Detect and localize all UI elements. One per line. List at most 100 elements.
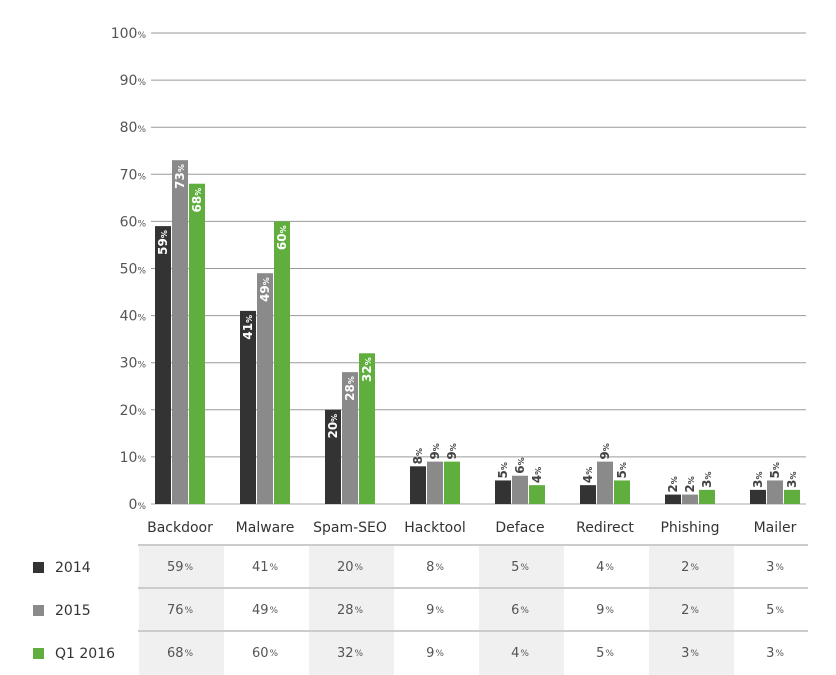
bar-value-label: 32%	[360, 357, 374, 382]
y-tick-label: 60%	[120, 214, 147, 230]
bar	[325, 409, 341, 504]
bar	[614, 480, 630, 504]
bar-value-label: 2%	[683, 476, 697, 492]
y-tick-label: 40%	[120, 309, 147, 325]
bar-labels: 59%73%68%41%49%60%20%28% 32%8% 9%9%5% 6%4%4…	[156, 164, 799, 492]
bar-value-label: 49%	[258, 277, 272, 302]
table-row: 2015 76% 49% 28% 9% 6% 9% 2% 5%	[0, 589, 836, 632]
bar	[665, 494, 681, 504]
bar	[784, 489, 800, 504]
bar	[699, 489, 715, 504]
bar	[512, 475, 528, 504]
x-tick-label: Spam-SEO	[313, 520, 387, 536]
bar-value-label: 5%	[615, 462, 629, 478]
bar	[750, 489, 766, 504]
legend-swatch	[33, 562, 44, 573]
bar	[580, 485, 596, 504]
y-tick-label: 70%	[120, 167, 147, 183]
table-cell: 5%	[596, 646, 614, 661]
table-cell: 3%	[766, 560, 784, 575]
y-axis-ticks: 0% 10% 20% 30% 40% 50% 60% 70% 80% 90% 100%	[111, 26, 147, 513]
bar-value-label: 3%	[751, 471, 765, 487]
bar-value-label: 9%	[598, 443, 612, 459]
table-cell: 8%	[426, 560, 444, 575]
table-cell: 32%	[336, 646, 364, 661]
x-tick-label: Redirect	[576, 520, 634, 536]
bar-chart: 0% 10% 20% 30% 40% 50% 60% 70% 80% 90% 100% 59% 73%…	[111, 26, 806, 536]
table-cell: 5%	[511, 560, 529, 575]
column-shade	[648, 544, 734, 675]
bar	[172, 160, 188, 505]
table-cell: 9%	[426, 646, 444, 661]
y-tick-label: 90%	[120, 73, 147, 89]
y-tick-label: 20%	[120, 403, 147, 419]
bar-value-label: 9%	[445, 443, 459, 459]
x-tick-label: Phishing	[660, 520, 719, 536]
table-cell: 60%	[251, 646, 279, 661]
table-cell: 4%	[511, 646, 529, 661]
bar-value-label: 4%	[530, 467, 544, 483]
legend-label: Q1 2016	[55, 645, 116, 662]
legend-label: 2014	[55, 559, 91, 576]
table-cell: 3%	[766, 646, 784, 661]
bar	[444, 461, 460, 504]
y-tick-label: 100%	[111, 26, 147, 42]
bar-value-label: 28%	[343, 376, 357, 401]
bar	[495, 480, 511, 504]
bar	[274, 221, 290, 504]
x-axis-labels: Backdoor Malware Spam-SEO Hacktool Deface Red…	[147, 520, 797, 536]
bar-value-label: 5%	[496, 462, 510, 478]
table-separator	[138, 587, 808, 589]
table-cell: 6%	[511, 603, 529, 618]
bar-value-label: 20%	[326, 414, 340, 439]
bar	[682, 494, 698, 504]
bar-value-label: 59%	[156, 230, 170, 255]
legend-swatch	[33, 648, 44, 659]
bar	[240, 310, 256, 504]
bar-value-label: 60%	[275, 225, 289, 250]
bar-value-label: 4%	[581, 467, 595, 483]
table-cell: 4%	[596, 560, 614, 575]
bar	[342, 372, 358, 504]
table-cell: 2%	[681, 603, 699, 618]
legend-swatch	[33, 605, 44, 616]
table-separator	[138, 630, 808, 632]
table-cell: 3%	[681, 646, 699, 661]
bar	[257, 273, 273, 504]
bar	[359, 353, 375, 504]
table-cell: 2%	[681, 560, 699, 575]
y-tick-label: 0%	[129, 497, 147, 513]
y-tick-label: 50%	[120, 262, 147, 278]
column-shade	[478, 544, 564, 675]
legend-label: 2015	[55, 602, 91, 619]
bar	[529, 485, 545, 504]
x-tick-label: Malware	[236, 520, 295, 536]
legend-item: 2015	[33, 589, 91, 632]
bar-value-label: 3%	[700, 471, 714, 487]
y-tick-label: 80%	[120, 120, 147, 136]
bar-value-label: 3%	[785, 471, 799, 487]
table-separator	[138, 544, 808, 546]
table-cell: 5%	[766, 603, 784, 618]
bar-value-label: 41%	[241, 315, 255, 340]
table-cell: 76%	[166, 603, 194, 618]
bar	[155, 226, 171, 505]
legend-item: 2014	[33, 546, 91, 589]
y-tick-label: 30%	[120, 356, 147, 372]
bar	[410, 466, 426, 504]
bar-value-label: 2%	[666, 476, 680, 492]
bar-value-label: 5%	[768, 462, 782, 478]
table-cell: 49%	[251, 603, 279, 618]
table-row: 2014 59% 41% 20% 8% 5% 4% 2% 3%	[0, 546, 836, 589]
bar	[767, 480, 783, 504]
bar-value-label: 68%	[190, 188, 204, 213]
bar	[597, 461, 613, 504]
column-shade	[308, 544, 394, 675]
table-cell: 59%	[166, 560, 194, 575]
data-table: 2014 59% 41% 20% 8% 5% 4% 2% 3% 2015 76% 49% 28% 9% 6%…	[0, 544, 836, 675]
x-tick-label: Mailer	[754, 520, 797, 536]
bar	[189, 183, 205, 504]
table-cell: 9%	[426, 603, 444, 618]
y-tick-label: 10%	[120, 450, 147, 466]
column-shade	[138, 544, 224, 675]
